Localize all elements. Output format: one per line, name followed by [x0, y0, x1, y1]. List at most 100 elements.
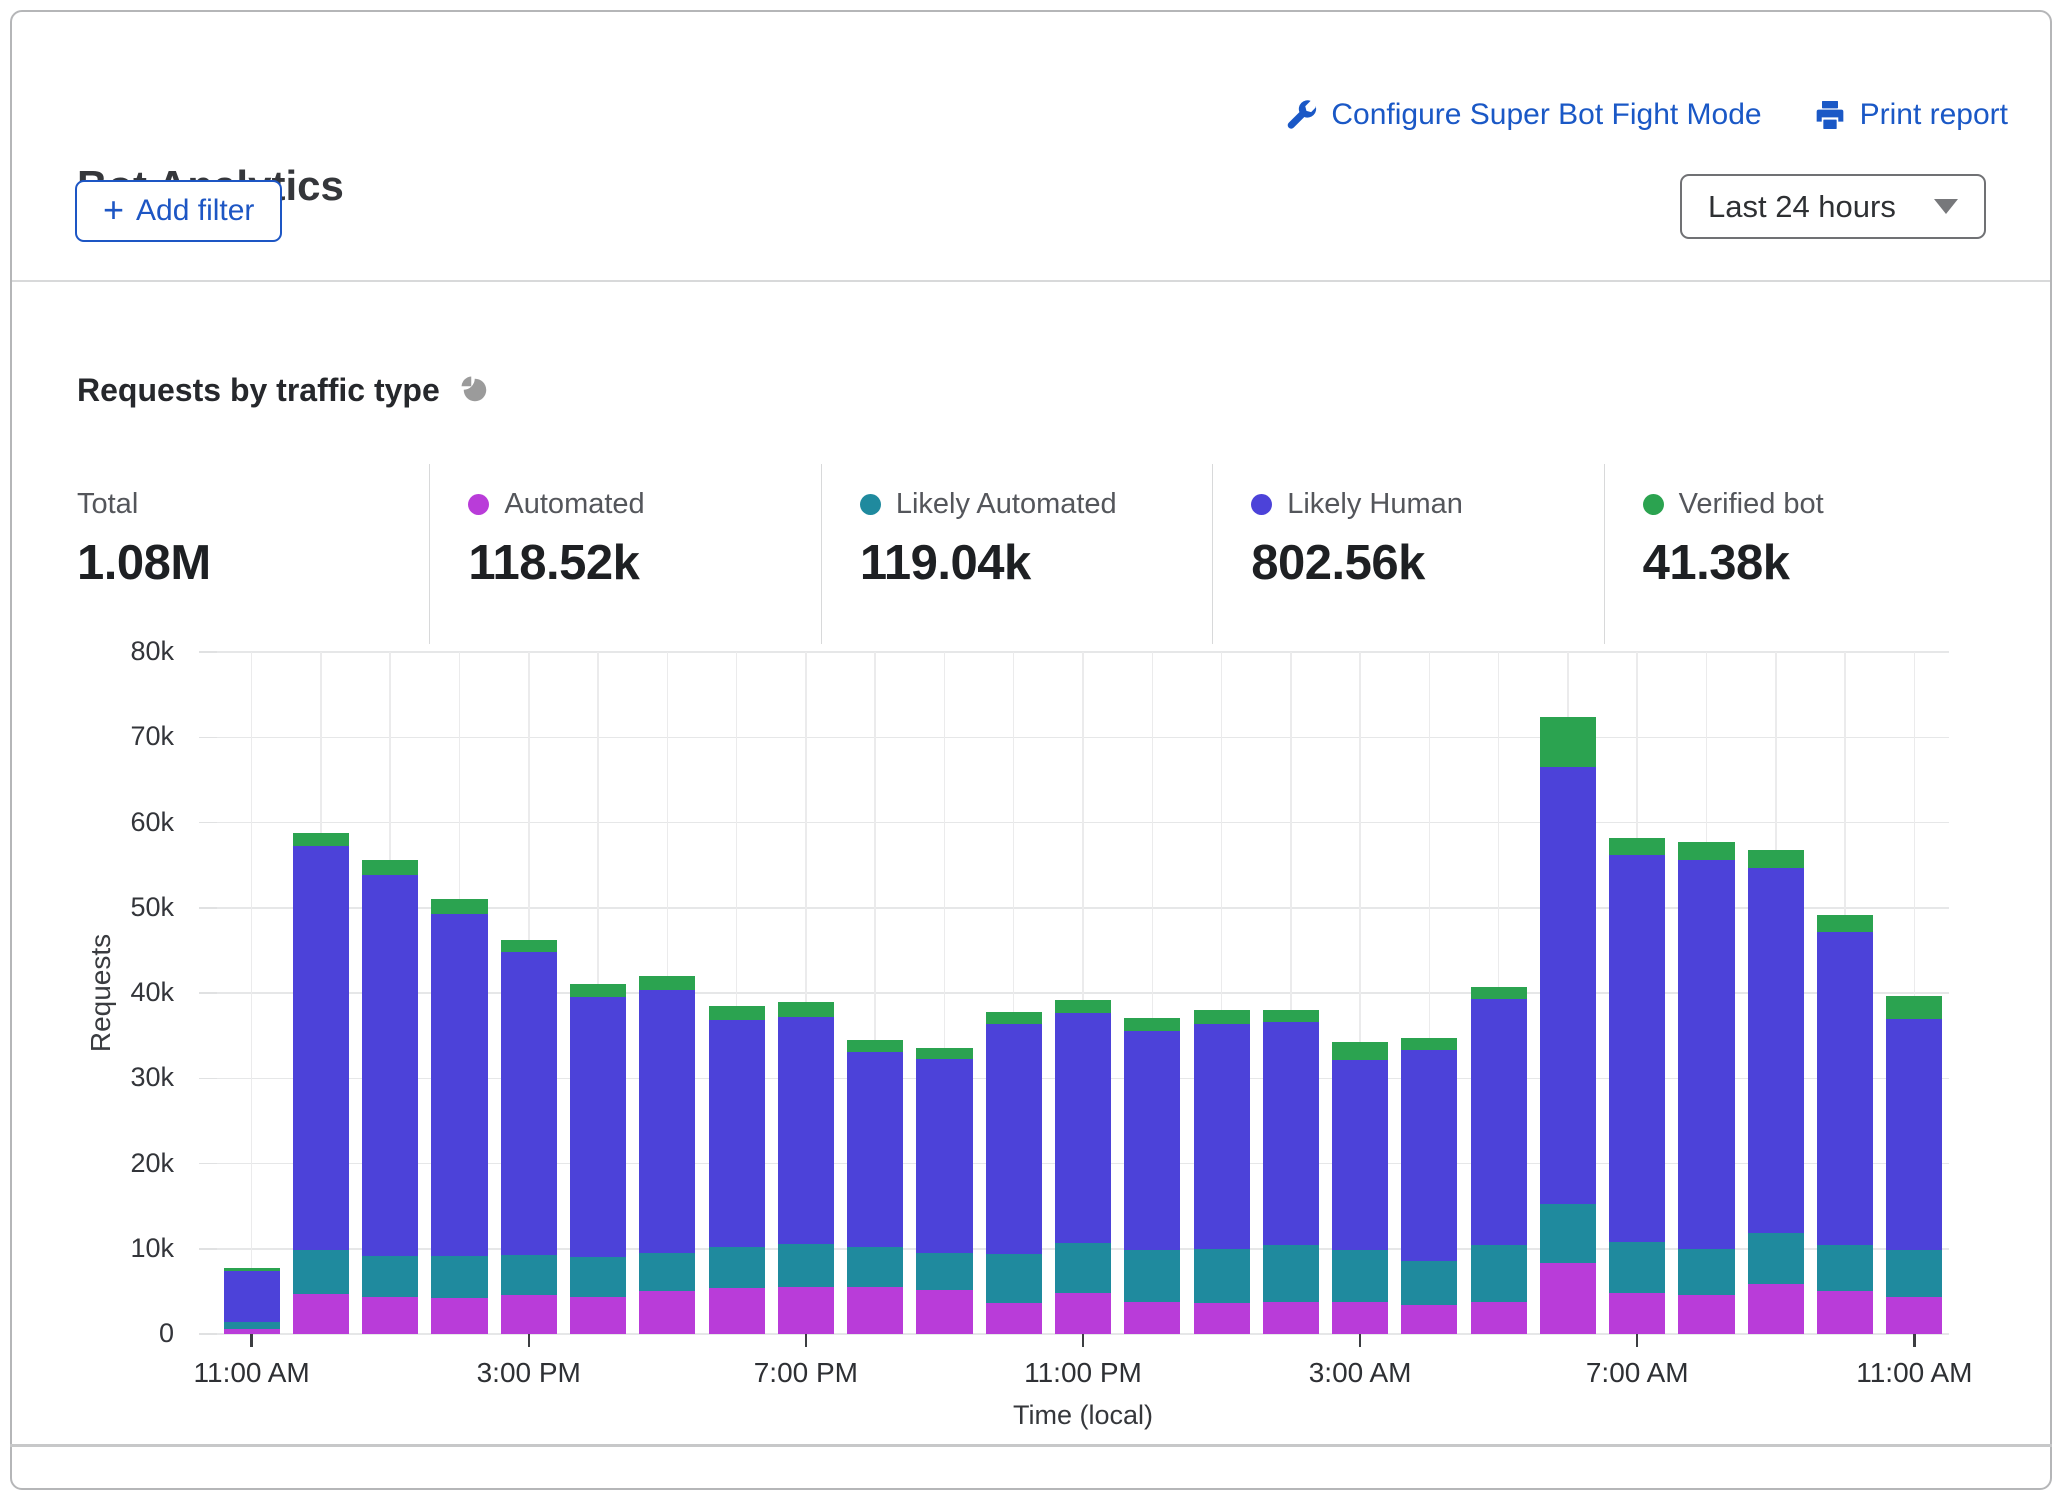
stacked-bar-4-00-pm-5[interactable]: [570, 652, 626, 1334]
bar-segment-automated: [1124, 1302, 1180, 1334]
bar-segment-likely-automated: [362, 1256, 418, 1297]
bar-segment-automated: [1332, 1302, 1388, 1334]
stacked-bar-11-00-pm-12[interactable]: [1055, 652, 1111, 1334]
bar-slot: [771, 652, 840, 1334]
bar-segment-likely-human: [224, 1271, 280, 1322]
stat-likely-human[interactable]: Likely Human802.56k: [1212, 464, 1603, 644]
bar-segment-likely-automated: [1609, 1242, 1665, 1293]
bar-slot: [1533, 652, 1602, 1334]
stacked-bar-6-00-pm-7[interactable]: [709, 652, 765, 1334]
y-tick-label: 30k: [52, 1062, 174, 1093]
x-tick-label: 11:00 AM: [1784, 1357, 2044, 1389]
bar-segment-verified-bot: [1471, 987, 1527, 999]
stacked-bar-9-00-am-22[interactable]: [1748, 652, 1804, 1334]
bar-segment-automated: [1055, 1293, 1111, 1334]
bar-segment-likely-automated: [1471, 1245, 1527, 1302]
bar-segment-likely-human: [1124, 1031, 1180, 1250]
bar-segment-likely-human: [1471, 999, 1527, 1245]
bar-segment-verified-bot: [1609, 838, 1665, 855]
bar-segment-likely-automated: [1332, 1250, 1388, 1302]
x-tick-label: 11:00 PM: [953, 1357, 1213, 1389]
chevron-down-icon: [1934, 199, 1958, 214]
time-range-select[interactable]: Last 24 hours: [1680, 174, 1986, 239]
x-tick-label: 11:00 AM: [122, 1357, 382, 1389]
requests-stacked-bar-chart: 010k20k30k40k50k60k70k80k11:00 AM3:00 PM…: [12, 652, 2054, 1334]
stacked-bar-9-00-pm-10[interactable]: [916, 652, 972, 1334]
stacked-bar-10-00-pm-11[interactable]: [986, 652, 1042, 1334]
bar-segment-automated: [639, 1291, 695, 1334]
stacked-bar-11-00-am-24[interactable]: [1886, 652, 1942, 1334]
stacked-bar-8-00-am-21[interactable]: [1678, 652, 1734, 1334]
bar-segment-likely-human: [1817, 932, 1873, 1245]
bar-segment-likely-human: [1401, 1050, 1457, 1261]
stacked-bar-5-00-pm-6[interactable]: [639, 652, 695, 1334]
stat-likely-automated[interactable]: Likely Automated 119.04k: [821, 464, 1212, 644]
likely-automated-legend-dot-icon: [860, 494, 881, 515]
bar-segment-likely-automated: [1194, 1249, 1250, 1304]
print-report-link[interactable]: Print report: [1814, 98, 2008, 132]
stat-label: Likely Human: [1287, 488, 1463, 521]
stacked-bar-12-00-pm-1[interactable]: [293, 652, 349, 1334]
bar-slot: [841, 652, 910, 1334]
bot-analytics-card: Bot Analytics Configure Super Bot Fight …: [10, 10, 2052, 1490]
bar-segment-likely-automated: [847, 1247, 903, 1287]
bar-segment-automated: [1886, 1297, 1942, 1335]
bar-slot: [1048, 652, 1117, 1334]
bar-slot: [1326, 652, 1395, 1334]
y-tick-label: 0: [52, 1318, 174, 1349]
bar-segment-verified-bot: [986, 1012, 1042, 1024]
bar-segment-likely-automated: [431, 1256, 487, 1298]
bar-segment-likely-human: [1194, 1024, 1250, 1249]
bar-segment-automated: [1609, 1293, 1665, 1334]
bar-segment-likely-human: [501, 952, 557, 1255]
stacked-bar-2-00-pm-3[interactable]: [431, 652, 487, 1334]
stat-label: Likely Automated: [896, 488, 1117, 521]
bar-segment-likely-automated: [778, 1244, 834, 1287]
bar-segment-verified-bot: [709, 1006, 765, 1020]
stacked-bar-6-00-am-19[interactable]: [1540, 652, 1596, 1334]
stat-verified-bot[interactable]: Verified bot41.38k: [1604, 464, 1995, 644]
bar-segment-automated: [847, 1287, 903, 1334]
bar-segment-automated: [1194, 1303, 1250, 1334]
bar-segment-verified-bot: [1263, 1010, 1319, 1022]
stat-automated[interactable]: Automated118.52k: [429, 464, 820, 644]
stacked-bar-7-00-pm-8[interactable]: [778, 652, 834, 1334]
verified-bot-legend-dot-icon: [1643, 494, 1664, 515]
bar-segment-likely-human: [709, 1020, 765, 1247]
stat-value: 119.04k: [860, 535, 1202, 591]
stacked-bar-11-00-am-0[interactable]: [224, 652, 280, 1334]
bar-segment-likely-human: [1332, 1060, 1388, 1250]
bar-segment-likely-human: [362, 875, 418, 1256]
y-tick-mark: [199, 992, 217, 994]
stacked-bar-8-00-pm-9[interactable]: [847, 652, 903, 1334]
configure-super-bot-fight-mode-link[interactable]: Configure Super Bot Fight Mode: [1285, 98, 1761, 132]
stacked-bar-4-00-am-17[interactable]: [1401, 652, 1457, 1334]
stacked-bar-3-00-pm-4[interactable]: [501, 652, 557, 1334]
stacked-bar-12-00-am-13[interactable]: [1124, 652, 1180, 1334]
stacked-bar-7-00-am-20[interactable]: [1609, 652, 1665, 1334]
bar-segment-automated: [1401, 1305, 1457, 1334]
bar-segment-likely-automated: [1263, 1245, 1319, 1303]
bar-slot: [1741, 652, 1810, 1334]
bar-slot: [1395, 652, 1464, 1334]
bar-segment-likely-human: [1263, 1022, 1319, 1245]
stat-total[interactable]: Total1.08M: [77, 464, 429, 644]
y-tick-mark: [199, 907, 217, 909]
stacked-bar-3-00-am-16[interactable]: [1332, 652, 1388, 1334]
bar-segment-automated: [1678, 1295, 1734, 1334]
bar-segment-likely-automated: [570, 1257, 626, 1296]
stacked-bar-1-00-am-14[interactable]: [1194, 652, 1250, 1334]
bar-segment-likely-human: [778, 1017, 834, 1244]
bar-segment-likely-human: [1609, 855, 1665, 1242]
bar-segment-likely-human: [986, 1024, 1042, 1254]
pie-chart-icon: [458, 373, 488, 408]
x-tick-mark: [250, 1334, 253, 1347]
stacked-bar-2-00-am-15[interactable]: [1263, 652, 1319, 1334]
stat-label: Total: [77, 488, 138, 521]
bar-segment-verified-bot: [1678, 842, 1734, 860]
stacked-bar-10-00-am-23[interactable]: [1817, 652, 1873, 1334]
stacked-bar-5-00-am-18[interactable]: [1471, 652, 1527, 1334]
add-filter-button[interactable]: + Add filter: [75, 180, 282, 242]
automated-legend-dot-icon: [468, 494, 489, 515]
stacked-bar-1-00-pm-2[interactable]: [362, 652, 418, 1334]
